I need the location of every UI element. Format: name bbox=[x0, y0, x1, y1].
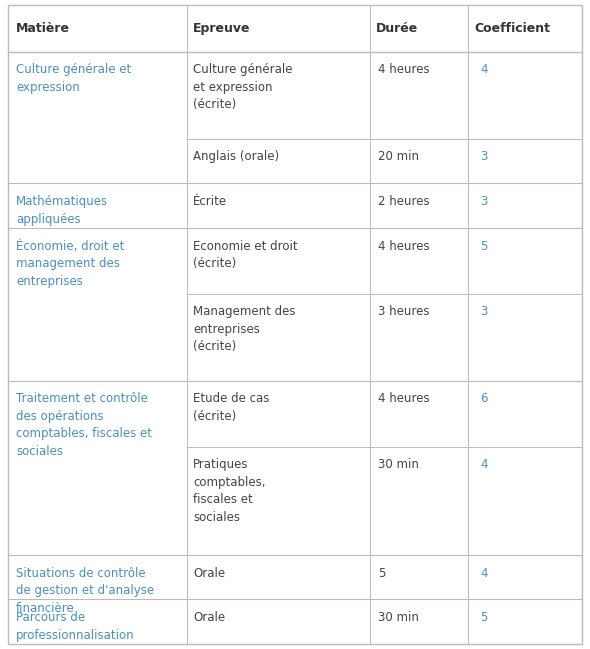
Text: Coefficient: Coefficient bbox=[474, 22, 550, 35]
Text: 20 min: 20 min bbox=[378, 151, 419, 164]
Text: Situations de contrôle
de gestion et d'analyse
financière: Situations de contrôle de gestion et d'a… bbox=[16, 567, 154, 615]
Text: Anglais (orale): Anglais (orale) bbox=[193, 151, 279, 164]
Text: 3: 3 bbox=[480, 195, 487, 208]
Text: Matière: Matière bbox=[16, 22, 70, 35]
Text: Traitement et contrôle
des opérations
comptables, fiscales et
sociales: Traitement et contrôle des opérations co… bbox=[16, 393, 152, 458]
Text: Pratiques
comptables,
fiscales et
sociales: Pratiques comptables, fiscales et social… bbox=[193, 458, 266, 524]
Text: Économie, droit et
management des
entreprises: Économie, droit et management des entrep… bbox=[16, 239, 124, 288]
Text: Culture générale et
expression: Culture générale et expression bbox=[16, 64, 131, 94]
Text: 2 heures: 2 heures bbox=[378, 195, 430, 208]
Text: 3 heures: 3 heures bbox=[378, 306, 430, 319]
Text: 3: 3 bbox=[480, 306, 487, 319]
Text: 6: 6 bbox=[480, 393, 487, 406]
Text: 3: 3 bbox=[480, 151, 487, 164]
Text: 4: 4 bbox=[480, 64, 487, 77]
Text: 5: 5 bbox=[480, 239, 487, 252]
Text: Etude de cas
(écrite): Etude de cas (écrite) bbox=[193, 393, 270, 423]
Text: Orale: Orale bbox=[193, 611, 225, 624]
Text: Orale: Orale bbox=[193, 567, 225, 580]
Text: Parcours de
professionnalisation: Parcours de professionnalisation bbox=[16, 611, 135, 642]
Text: 5: 5 bbox=[378, 567, 385, 580]
Text: 5: 5 bbox=[480, 611, 487, 624]
Text: 4 heures: 4 heures bbox=[378, 64, 430, 77]
Text: Mathématiques
appliquées: Mathématiques appliquées bbox=[16, 195, 108, 226]
Text: Durée: Durée bbox=[376, 22, 418, 35]
Text: 30 min: 30 min bbox=[378, 458, 419, 471]
Text: 30 min: 30 min bbox=[378, 611, 419, 624]
Text: 4 heures: 4 heures bbox=[378, 393, 430, 406]
Text: Management des
entreprises
(écrite): Management des entreprises (écrite) bbox=[193, 306, 296, 354]
Text: 4: 4 bbox=[480, 458, 487, 471]
Text: Economie et droit
(écrite): Economie et droit (écrite) bbox=[193, 239, 297, 270]
Text: Culture générale
et expression
(écrite): Culture générale et expression (écrite) bbox=[193, 64, 293, 112]
Text: Epreuve: Epreuve bbox=[193, 22, 251, 35]
Text: Écrite: Écrite bbox=[193, 195, 227, 208]
Text: 4 heures: 4 heures bbox=[378, 239, 430, 252]
Text: 4: 4 bbox=[480, 567, 487, 580]
